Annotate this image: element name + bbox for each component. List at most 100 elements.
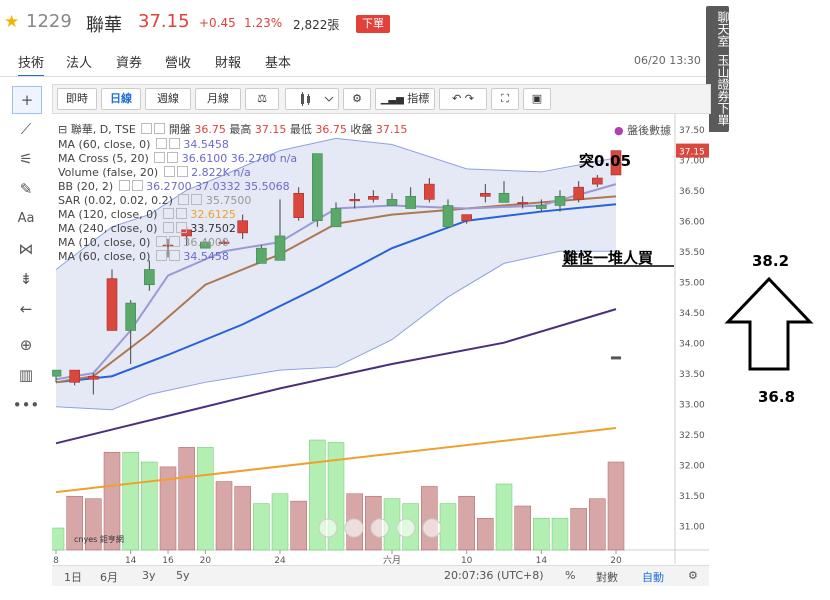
percent-toggle[interactable]: % xyxy=(565,569,576,582)
legend-eye-icon[interactable] xyxy=(162,208,174,219)
legend-settings-icon[interactable] xyxy=(168,236,180,247)
order-button[interactable]: 下單 xyxy=(356,15,390,33)
legend-eye-icon[interactable] xyxy=(178,194,190,205)
trendline-icon[interactable]: ⟋ xyxy=(20,120,32,138)
pattern-icon[interactable]: ⋈ xyxy=(18,240,34,258)
candle-type-icon[interactable] xyxy=(285,88,339,110)
scroll-left-icon[interactable] xyxy=(318,518,338,538)
arrow-top-value: 38.2 xyxy=(752,252,790,270)
interval-daily-button[interactable]: 日線 xyxy=(101,88,141,110)
tab-institutional[interactable]: 法人 xyxy=(66,56,93,71)
price-chart[interactable]: 37.50 37.00 36.50 36.00 35.50 35.00 34.50 34.00… xyxy=(52,114,709,564)
legend-eye-icon[interactable] xyxy=(118,180,130,191)
legend-settings-icon[interactable] xyxy=(131,180,143,191)
volume-bar xyxy=(439,503,457,551)
y-axis-tick-label: 31.50 xyxy=(679,492,705,502)
reset-icon[interactable] xyxy=(370,518,390,538)
tab-basic[interactable]: 基本 xyxy=(265,56,292,71)
candle-body xyxy=(592,177,603,185)
crosshair-icon[interactable]: + xyxy=(12,86,42,114)
favorite-star-icon[interactable]: ★ xyxy=(4,12,20,32)
legend-settings-icon[interactable] xyxy=(168,250,180,261)
last-price-badge xyxy=(676,143,709,158)
range-1d[interactable]: 1日 xyxy=(64,571,82,584)
text-icon[interactable]: Aa xyxy=(17,211,35,226)
legend-indicator-line: Volume (false, 20) 2.822K n/a xyxy=(58,166,407,179)
annotation-buyers: 難怪一堆人買 xyxy=(563,249,653,267)
moving-average-line xyxy=(55,195,617,384)
x-axis-tick-label: 14 xyxy=(125,556,137,564)
legend-indicator-values: 36.2700 37.0332 35.5068 xyxy=(146,180,290,193)
auto-toggle[interactable]: 自動 xyxy=(642,571,664,584)
legend-indicator-line: MA (240, close, 0) 33.7502 xyxy=(58,222,407,235)
candle-body xyxy=(405,196,416,209)
compare-scale-icon[interactable]: ⚖ xyxy=(245,88,279,110)
brush-icon[interactable]: ✎ xyxy=(19,180,33,198)
legend-settings-icon[interactable] xyxy=(167,152,179,163)
legend-indicator-name: BB (20, 2) xyxy=(58,180,114,193)
range-3y[interactable]: 3y xyxy=(142,569,156,582)
candle-body xyxy=(536,205,547,209)
measure-icon[interactable]: ⇟ xyxy=(19,270,33,288)
interval-monthly-button[interactable]: 月線 xyxy=(195,88,241,110)
volume-bar xyxy=(570,508,587,551)
legend-settings-icon[interactable] xyxy=(176,166,188,177)
legend-indicator-name: MA (60, close, 0) xyxy=(58,250,151,263)
more-icon[interactable]: ••• xyxy=(12,396,40,414)
tab-financials[interactable]: 財報 xyxy=(215,56,242,71)
legend-settings-icon[interactable] xyxy=(154,123,166,134)
tab-margin[interactable]: 資券 xyxy=(116,56,143,71)
legend-settings-icon[interactable] xyxy=(168,138,180,149)
ruler-icon[interactable]: ▥ xyxy=(18,366,34,384)
range-5y[interactable]: 5y xyxy=(176,569,190,582)
legend-indicator-name: Volume (false, 20) xyxy=(58,166,159,179)
legend-indicator-values: 34.5458 xyxy=(183,250,229,263)
candle-body xyxy=(162,244,174,247)
settings-gear-icon[interactable]: ⚙ xyxy=(343,88,371,110)
after-hours-data[interactable]: ● 盤後數據 xyxy=(614,122,671,138)
indicators-label: 指標 xyxy=(407,92,430,105)
legend-eye-icon[interactable] xyxy=(141,123,153,134)
volume-bar xyxy=(52,527,65,551)
legend-settings-icon[interactable] xyxy=(191,194,203,205)
bottom-settings-icon[interactable]: ⚙ xyxy=(688,569,698,582)
legend-eye-icon[interactable] xyxy=(163,166,175,177)
candle-body xyxy=(69,369,80,383)
scroll-right-icon[interactable] xyxy=(422,518,442,538)
moving-average-line xyxy=(55,427,617,494)
hollow-up-arrow xyxy=(724,276,814,371)
legend-settings-icon[interactable] xyxy=(175,208,187,219)
fullscreen-icon[interactable]: ⛶ xyxy=(491,88,519,110)
legend-eye-icon[interactable] xyxy=(155,138,167,149)
camera-icon[interactable]: ▣ xyxy=(523,88,551,110)
zoom-in-icon[interactable] xyxy=(396,518,416,538)
chatroom-button[interactable]: 聊天室 xyxy=(706,6,730,52)
legend-settings-icon[interactable] xyxy=(175,222,187,233)
y-axis-tick-label: 36.00 xyxy=(679,218,705,228)
zoom-controls xyxy=(318,518,442,538)
legend-eye-icon[interactable] xyxy=(162,222,174,233)
legend-eye-icon[interactable] xyxy=(155,250,167,261)
range-6m[interactable]: 6月 xyxy=(100,571,118,584)
y-axis-tick-label: 35.00 xyxy=(679,279,705,289)
legend-header: ⊟ 聯華, D, TSE 開盤 36.75 最高 37.15 最低 36.75 … xyxy=(58,121,407,137)
collapse-icon[interactable]: ⊟ xyxy=(58,123,68,136)
close-label: 收盤 xyxy=(350,123,373,136)
log-toggle[interactable]: 對數 xyxy=(596,571,618,584)
tab-technical[interactable]: 技術 xyxy=(18,52,45,77)
candle-body xyxy=(237,220,248,234)
back-arrow-icon[interactable]: ← xyxy=(19,300,33,318)
indicators-button[interactable]: ▁▃▅ 指標 xyxy=(375,88,435,110)
legend-eye-icon[interactable] xyxy=(154,152,166,163)
esun-order-button[interactable]: 玉山證券下單 xyxy=(706,48,730,132)
legend-eye-icon[interactable] xyxy=(155,236,167,247)
zoom-icon[interactable]: ⊕ xyxy=(19,336,33,354)
undo-redo-icon[interactable]: ↶ ↷ xyxy=(439,88,487,110)
candle-body xyxy=(52,369,62,377)
legend-indicator-values: 36.6100 36.2700 n/a xyxy=(181,152,298,165)
fib-icon[interactable]: ⚟ xyxy=(19,150,33,168)
tab-revenue[interactable]: 營收 xyxy=(165,56,192,71)
interval-realtime-button[interactable]: 即時 xyxy=(57,88,97,110)
interval-weekly-button[interactable]: 週線 xyxy=(145,88,191,110)
zoom-out-icon[interactable] xyxy=(344,518,364,538)
